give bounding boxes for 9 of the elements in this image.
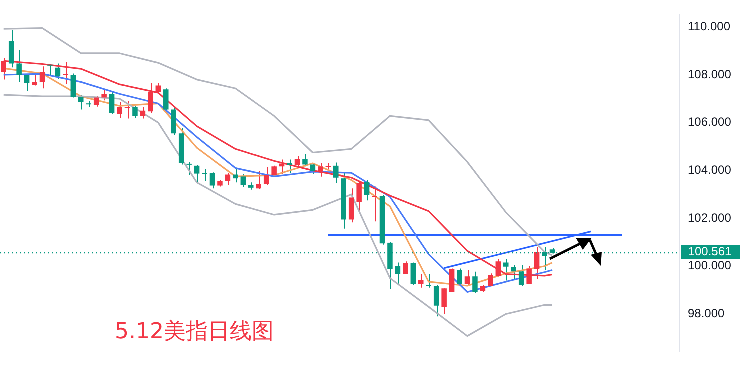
- y-tick-label: 106.000: [688, 115, 732, 130]
- ref-line-label: 100.561: [688, 244, 732, 258]
- y-tick-label: 104.000: [688, 163, 732, 178]
- y-tick-label: 98.000: [688, 306, 726, 321]
- y-tick-label: 108.000: [688, 67, 732, 82]
- y-tick-label: 110.000: [688, 19, 731, 34]
- y-tick-label: 100.000: [688, 258, 732, 273]
- y-tick-label: 102.000: [688, 210, 732, 225]
- annotation: 5.12美指日线图: [115, 320, 274, 345]
